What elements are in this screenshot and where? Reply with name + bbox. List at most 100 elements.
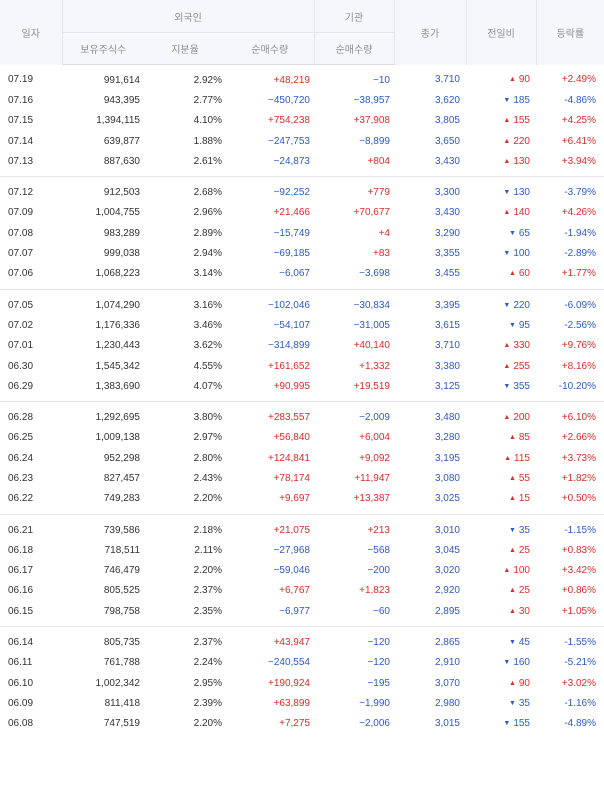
- triangle-up-icon: ▲: [503, 137, 511, 145]
- change-rate-cell: +0.50%: [561, 493, 596, 505]
- close-price-cell: 3,010: [394, 513, 466, 541]
- change-cell: ▼ 65: [466, 223, 536, 243]
- date-cell: 06.29: [8, 380, 34, 392]
- foreign-ratio-cell: 2.43%: [193, 472, 222, 484]
- inst-net-cell: −60: [373, 605, 390, 617]
- foreign-ratio-cell: 3.14%: [193, 268, 222, 280]
- foreign-ratio-cell: 4.55%: [193, 360, 222, 372]
- triangle-down-icon: ▼: [503, 720, 511, 728]
- change-cell: ▼ 100: [466, 243, 536, 263]
- foreign-holdings-cell: 747,519: [103, 718, 140, 730]
- row-group: 07.12 912,503 2.68% −92,252 +779 3,300 ▼ 130 -3.…: [0, 176, 604, 290]
- date-cell: 07.09: [8, 207, 34, 219]
- foreign-ratio-cell: 4.10%: [193, 115, 222, 127]
- change-value: 35: [518, 524, 530, 536]
- triangle-up-icon: ▲: [508, 587, 516, 595]
- table-row: 07.15 1,394,115 4.10% +754,238 +37,908 3,805 ▲…: [0, 111, 604, 131]
- inst-net-cell: −30,834: [314, 288, 394, 316]
- inst-net-cell: +1,823: [359, 585, 390, 597]
- foreign-holdings-cell: 1,383,690: [95, 380, 141, 392]
- change-rate-cell: +1.82%: [561, 472, 596, 484]
- foreign-holdings-cell: 1,230,443: [95, 340, 141, 352]
- change-value: 330: [513, 340, 530, 352]
- foreign-net-cell: −69,185: [273, 248, 310, 260]
- change-rate-cell: +1.77%: [561, 268, 596, 280]
- change-cell: ▲ 90: [466, 65, 536, 91]
- foreign-net-cell: −54,107: [273, 319, 310, 331]
- foreign-net-cell: +90,995: [273, 380, 310, 392]
- table-row: 07.05 1,074,290 3.16% −102,046 −30,834 3,395 ▼…: [0, 288, 604, 316]
- inst-net-cell: −195: [367, 677, 390, 689]
- foreign-holdings-cell: 805,735: [62, 626, 144, 653]
- change-rate-cell: +4.26%: [561, 207, 596, 219]
- close-price-cell: 3,355: [434, 248, 460, 260]
- foreign-holdings-cell: 1,176,336: [95, 319, 141, 331]
- triangle-down-icon: ▼: [508, 321, 516, 329]
- foreign-net-cell: +9,697: [279, 493, 310, 505]
- inst-net-cell: +1,332: [359, 360, 390, 372]
- change-value: 355: [513, 380, 530, 392]
- foreign-ratio-cell: 2.68%: [144, 176, 226, 203]
- change-cell: ▲ 220: [466, 131, 536, 151]
- change-cell: ▼ 355: [466, 376, 536, 402]
- change-rate-cell: +8.16%: [561, 360, 596, 372]
- change-rate-cell: -5.21%: [564, 657, 596, 669]
- inst-net-cell: +213: [314, 513, 394, 541]
- inst-net-cell: −2,006: [359, 718, 390, 730]
- change-cell: ▼ 45: [466, 626, 536, 653]
- change-rate-cell: +6.41%: [561, 135, 596, 147]
- change-rate-cell: -2.89%: [564, 248, 596, 260]
- close-price-cell: 3,620: [434, 94, 460, 106]
- foreign-holdings-cell: 827,457: [103, 472, 140, 484]
- table-row: 07.12 912,503 2.68% −92,252 +779 3,300 ▼ 130 -3.…: [0, 176, 604, 203]
- table-row: 07.14 639,877 1.88% −247,753 −8,899 3,650 ▲ 220…: [0, 131, 604, 151]
- foreign-net-cell: +63,899: [273, 697, 310, 709]
- foreign-holdings-cell: 761,788: [103, 657, 140, 669]
- foreign-ratio-cell: 2.97%: [193, 432, 222, 444]
- table-row: 07.16 943,395 2.77% −450,720 −38,957 3,620 ▼ 18…: [0, 90, 604, 110]
- table-row: 06.08 747,519 2.20% +7,275 −2,006 3,015 ▼ 155 -4…: [0, 714, 604, 739]
- table-row: 07.02 1,176,336 3.46% −54,107 −31,005 3,615 ▼ 9…: [0, 315, 604, 335]
- triangle-up-icon: ▲: [503, 117, 511, 125]
- foreign-holdings-cell: 1,068,223: [95, 268, 141, 280]
- change-rate-cell: +1.05%: [561, 605, 596, 617]
- foreign-institution-trading-table: 일자 외국인 기관 종가 전일비 등락률 보유주식수 지분율 순매수량 순매수량…: [0, 0, 604, 739]
- change-rate-cell: -10.20%: [558, 380, 596, 392]
- inst-net-cell: −120: [367, 657, 390, 669]
- table-row: 07.19 991,614 2.92% +48,219 −10 3,710 ▲ 90 +2.49…: [0, 65, 604, 91]
- change-rate-cell: +0.86%: [561, 585, 596, 597]
- close-price-cell: 3,045: [434, 544, 460, 556]
- close-price-cell: 3,430: [434, 155, 460, 167]
- table-row: 06.28 1,292,695 3.80% +283,557 −2,009 3,480 ▲ 2…: [0, 401, 604, 428]
- foreign-ratio-cell: 3.62%: [193, 340, 222, 352]
- close-price-cell: 3,615: [434, 319, 460, 331]
- table-row: 07.08 983,289 2.89% −15,749 +4 3,290 ▼ 65 -1.94%: [0, 223, 604, 243]
- table-row: 07.06 1,068,223 3.14% −6,067 −3,698 3,455 ▲ 60 +…: [0, 264, 604, 290]
- triangle-up-icon: ▲: [508, 495, 516, 503]
- date-cell: 07.07: [8, 248, 34, 260]
- foreign-net-cell: +43,947: [226, 626, 314, 653]
- foreign-holdings-cell: 1,009,138: [95, 432, 141, 444]
- change-cell: ▼ 160: [466, 653, 536, 673]
- triangle-up-icon: ▲: [503, 209, 511, 217]
- change-cell: ▼ 220: [466, 288, 536, 316]
- foreign-ratio-cell: 2.96%: [193, 207, 222, 219]
- foreign-net-cell: +21,075: [226, 513, 314, 541]
- foreign-holdings-cell: 811,418: [104, 697, 140, 709]
- inst-net-cell: +4: [378, 227, 390, 239]
- inst-net-cell: +83: [373, 248, 390, 260]
- change-value: 55: [518, 472, 530, 484]
- triangle-up-icon: ▲: [503, 362, 511, 370]
- close-price-cell: 2,910: [434, 657, 460, 669]
- col-close-header: 종가: [394, 0, 467, 65]
- date-cell: 06.08: [8, 718, 34, 730]
- change-value: 30: [518, 605, 530, 617]
- inst-net-cell: −2,009: [314, 401, 394, 428]
- close-price-cell: 3,125: [434, 380, 460, 392]
- foreign-net-cell: +6,767: [279, 585, 310, 597]
- table-row: 06.24 952,298 2.80% +124,841 +9,092 3,195 ▲ 115…: [0, 448, 604, 468]
- date-cell: 06.10: [8, 677, 34, 689]
- close-price-cell: 3,455: [434, 268, 460, 280]
- change-rate-cell: -1.55%: [536, 626, 604, 653]
- foreign-net-cell: −240,554: [268, 657, 310, 669]
